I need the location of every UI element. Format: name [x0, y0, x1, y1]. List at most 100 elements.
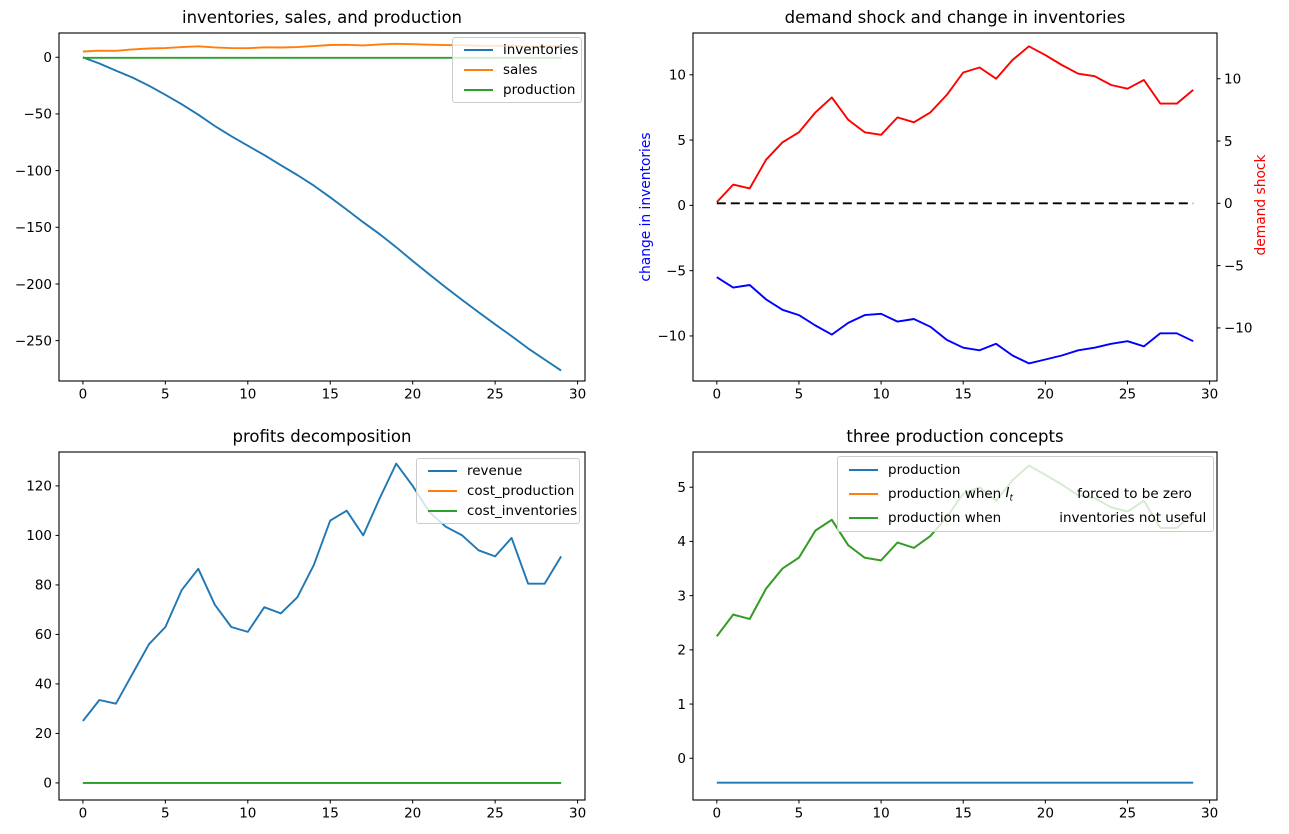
y-tick-label: 100	[26, 528, 52, 544]
legend-swatch-cost-production	[428, 490, 457, 492]
x-tick-label: 30	[569, 387, 586, 403]
legend-entry: sales	[457, 62, 577, 78]
y-tick-label: −250	[15, 333, 52, 349]
y-tick-label: 0	[43, 50, 52, 66]
math-symbol-It: It	[1005, 484, 1014, 504]
legend-swatch-production-zero-inventories	[849, 493, 878, 495]
axes-spines	[692, 32, 1218, 382]
legend-entry: production	[457, 82, 577, 98]
y-tick-label: 5	[677, 480, 686, 496]
x-tick-label: 20	[1037, 387, 1054, 403]
y-tick-label: 5	[677, 133, 686, 149]
x-tick-label: 5	[795, 806, 804, 822]
x-tick-label: 30	[569, 806, 586, 822]
x-tick-label: 10	[239, 806, 256, 822]
x-tick-label: 25	[1119, 806, 1136, 822]
y-tick-label: 20	[35, 726, 52, 742]
x-tick-label: 15	[322, 387, 339, 403]
y-tick-label: 40	[35, 677, 52, 693]
y-tick-label: −200	[15, 277, 52, 293]
legend-label: production	[503, 82, 576, 98]
series-line-inventories	[82, 56, 562, 372]
legend-swatch-sales	[464, 69, 493, 71]
x-tick-label: 5	[795, 387, 804, 403]
chart-title-profits-decomposition: profits decomposition	[232, 427, 412, 446]
axes-spines	[58, 32, 586, 382]
y-tick-label: −5	[666, 263, 686, 279]
x-tick-label: 15	[955, 387, 972, 403]
y-tick-label: −50	[24, 107, 53, 123]
legend-swatch-inventories	[464, 49, 493, 51]
legend-label: cost_inventories	[467, 503, 578, 519]
legend-label: cost_production	[467, 483, 575, 499]
x-tick-label: 25	[487, 387, 504, 403]
legend-entry: cost_production	[421, 483, 575, 499]
y-tick-label: 1	[677, 697, 686, 713]
legend-label: production when	[888, 486, 1006, 502]
legend-entry: inventories	[457, 42, 579, 58]
legend-swatch-production-inventories-not-useful	[849, 516, 878, 519]
series-line-change-in-inventories	[716, 276, 1194, 365]
series-line-demand-shock	[716, 45, 1194, 203]
chart-title-three-production-concepts: three production concepts	[846, 427, 1064, 446]
legend-label: forced to be zero	[1077, 486, 1192, 502]
y-tick-label: 2	[677, 643, 686, 659]
x-tick-label: 0	[713, 387, 722, 403]
x-tick-label: 0	[79, 806, 88, 822]
x-tick-label: 5	[161, 806, 170, 822]
y-tick-label: −10	[658, 329, 687, 345]
legend-entry: cost_inventories	[421, 503, 578, 519]
legend-label: production	[888, 462, 961, 479]
y-tick-right-label: −10	[1224, 321, 1253, 337]
legend-swatch-cost-inventories	[428, 510, 457, 512]
y-tick-right-label: −5	[1224, 258, 1244, 274]
legend-inventories-sales-production: inventories sales production	[452, 37, 582, 103]
legend-entry: production	[842, 462, 1209, 478]
y-tick-label: 10	[669, 68, 686, 84]
y-tick-right-label: 5	[1224, 134, 1233, 150]
x-tick-label: 30	[1201, 806, 1218, 822]
x-tick-label: 20	[404, 806, 421, 822]
y-tick-label: 0	[43, 776, 52, 792]
x-tick-label: 25	[487, 806, 504, 822]
y-tick-label: 60	[35, 627, 52, 643]
legend-label: inventories	[503, 42, 579, 58]
axes-spines	[692, 451, 1218, 801]
legend-three-production-concepts: production production when It forced to b…	[837, 456, 1214, 532]
ylabel-demand-shock: demand shock	[1253, 154, 1269, 256]
y-tick-label: 4	[677, 534, 686, 550]
y-tick-label: −150	[15, 220, 52, 236]
axes-spines	[58, 451, 586, 801]
x-tick-label: 10	[872, 387, 889, 403]
legend-entry: revenue	[421, 463, 575, 479]
y-tick-label: 0	[677, 198, 686, 214]
x-tick-label: 10	[872, 806, 889, 822]
y-tick-right-label: 10	[1224, 72, 1241, 88]
x-tick-label: 0	[713, 806, 722, 822]
legend-entry: production when It forced to be zero	[842, 484, 1209, 504]
y-tick-right-label: 0	[1224, 196, 1233, 212]
y-tick-label: 120	[26, 479, 52, 495]
x-tick-label: 25	[1119, 387, 1136, 403]
x-tick-label: 5	[161, 387, 170, 403]
chart-title-demand-shock: demand shock and change in inventories	[784, 8, 1126, 27]
series-line-revenue	[82, 462, 562, 722]
legend-profits-decomposition: revenue cost_production cost_inventories	[416, 458, 580, 524]
legend-entry: production when inventories not useful	[842, 510, 1209, 526]
x-tick-label: 30	[1201, 387, 1218, 403]
legend-label: production when	[888, 509, 1002, 526]
x-tick-label: 10	[239, 387, 256, 403]
y-tick-label: −100	[15, 163, 52, 179]
y-tick-label: 3	[677, 588, 686, 604]
x-tick-label: 15	[322, 806, 339, 822]
legend-label: sales	[503, 62, 538, 78]
y-tick-label: 0	[677, 751, 686, 767]
x-tick-label: 0	[79, 387, 88, 403]
legend-label: revenue	[467, 463, 523, 479]
legend-swatch-production	[849, 469, 878, 472]
legend-swatch-revenue	[428, 470, 457, 472]
legend-label: inventories not useful	[1059, 509, 1207, 526]
legend-swatch-production	[464, 89, 493, 91]
x-tick-label: 20	[404, 387, 421, 403]
